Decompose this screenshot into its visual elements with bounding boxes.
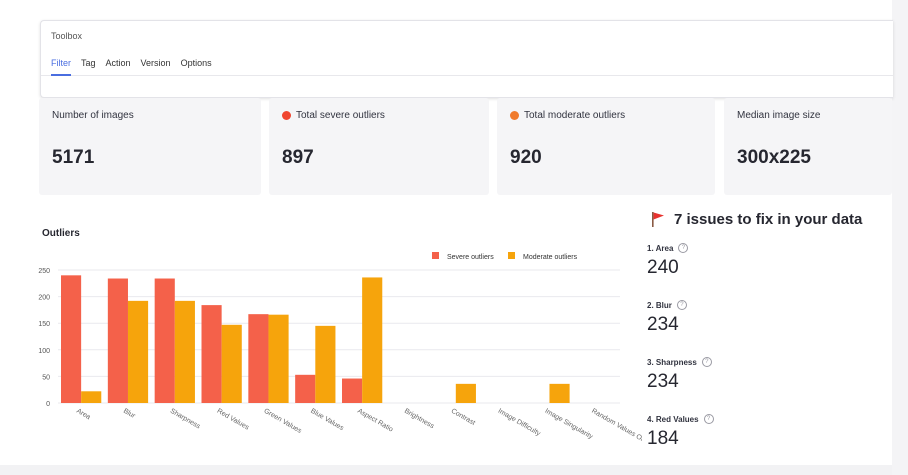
x-tick-label: Brightness	[403, 408, 436, 431]
tab-tag[interactable]: Tag	[81, 58, 96, 68]
y-tick-label: 50	[42, 374, 50, 381]
metric-label-images: Number of images	[52, 110, 134, 121]
moderate-bar	[549, 383, 570, 403]
x-tick-label: Image Difficulty	[497, 408, 542, 438]
x-tick-label: Blur	[122, 408, 137, 421]
tab-options[interactable]: Options	[180, 58, 212, 68]
metric-value-moderate: 920	[510, 147, 542, 168]
legend-moderate-label: Moderate outliers	[523, 254, 578, 261]
severe-bar	[107, 278, 128, 403]
moderate-bar	[362, 277, 383, 403]
moderate-dot-icon	[510, 111, 519, 120]
chart-title: Outliers	[42, 228, 80, 239]
x-tick-label: Blue Values	[309, 408, 345, 433]
metric-card-severe: Total severe outliers 897	[269, 98, 489, 195]
severe-bar	[201, 305, 222, 403]
toolbox-panel: Toolbox Filter Tag Action Version Option…	[40, 20, 893, 98]
moderate-bar	[221, 324, 242, 403]
y-tick-label: 150	[38, 321, 50, 328]
severe-bar	[154, 278, 175, 403]
toolbox-tabs: Filter Tag Action Version Options	[51, 58, 212, 74]
metric-value-severe: 897	[282, 147, 314, 168]
metric-label-moderate: Total moderate outliers	[524, 110, 626, 121]
help-icon[interactable]: ?	[678, 243, 689, 253]
issues-title: 7 issues to fix in your data	[650, 211, 862, 228]
metric-card-images: Number of images 5171	[39, 98, 261, 195]
y-tick-label: 100	[38, 348, 50, 355]
issue-item: 4. Red Values? 184	[647, 414, 714, 450]
issue-item: 3. Sharpness? 234	[647, 357, 712, 393]
outliers-bar-chart: 0 50 100 150 200 250 Area Blur Sharpness Red Valu…	[38, 252, 642, 457]
severe-bar	[248, 314, 269, 403]
legend-severe-swatch	[432, 252, 439, 259]
issue-label: 3. Sharpness	[647, 357, 697, 367]
tab-version[interactable]: Version	[140, 58, 171, 68]
severe-bar	[295, 374, 316, 403]
x-tick-label: Aspect Ratio	[356, 408, 394, 434]
help-icon[interactable]: ?	[701, 357, 712, 367]
x-tick-label: Area	[75, 408, 91, 422]
moderate-bar	[81, 391, 102, 403]
x-tick-label: Green Values	[262, 408, 303, 435]
tab-filter[interactable]: Filter	[51, 58, 71, 68]
severe-bar	[342, 378, 363, 403]
moderate-bar	[174, 300, 195, 403]
active-tab-indicator	[51, 74, 71, 76]
issue-item: 2. Blur? 234	[647, 300, 687, 336]
x-tick-label: Random Values On Images	[590, 408, 642, 457]
issues-title-text: 7 issues to fix in your data	[674, 211, 863, 228]
metric-value-images: 5171	[52, 147, 95, 168]
legend-severe-label: Severe outliers	[447, 254, 494, 261]
y-tick-label: 200	[38, 295, 50, 302]
issue-value: 184	[647, 428, 679, 449]
issue-value: 240	[647, 257, 679, 278]
metric-card-moderate: Total moderate outliers 920	[497, 98, 715, 195]
metric-label-severe: Total severe outliers	[296, 110, 385, 121]
issue-value: 234	[647, 371, 679, 392]
moderate-bar	[127, 300, 149, 403]
issue-item: 1. Area? 240	[647, 243, 689, 279]
metric-card-median-size: Median image size 300x225	[724, 98, 892, 195]
moderate-bar	[315, 325, 336, 403]
x-tick-label: Image Singularity	[543, 408, 594, 441]
y-tick-label: 0	[46, 401, 50, 408]
y-tick-label: 250	[38, 268, 50, 275]
issue-value: 234	[647, 314, 679, 335]
issue-label: 1. Area	[647, 243, 674, 253]
tabs-divider	[41, 75, 893, 76]
issue-label: 2. Blur	[647, 300, 672, 310]
x-tick-label: Sharpness	[169, 408, 202, 431]
moderate-bar	[268, 314, 289, 403]
metric-value-median-size: 300x225	[737, 147, 811, 168]
scrollbar-track[interactable]	[892, 0, 908, 475]
metric-label-median-size: Median image size	[737, 110, 821, 121]
legend-moderate-swatch	[508, 252, 515, 259]
x-tick-label: Contrast	[450, 408, 476, 427]
help-icon[interactable]: ?	[676, 300, 687, 310]
x-tick-label: Red Values	[216, 408, 251, 432]
severe-bar	[61, 275, 82, 403]
severe-dot-icon	[282, 111, 291, 120]
toolbox-title: Toolbox	[51, 31, 83, 41]
moderate-bar	[455, 383, 476, 403]
issue-label: 4. Red Values	[647, 414, 699, 424]
help-icon[interactable]: ?	[703, 414, 714, 424]
tab-action[interactable]: Action	[105, 58, 131, 68]
red-flag-icon	[652, 212, 664, 227]
